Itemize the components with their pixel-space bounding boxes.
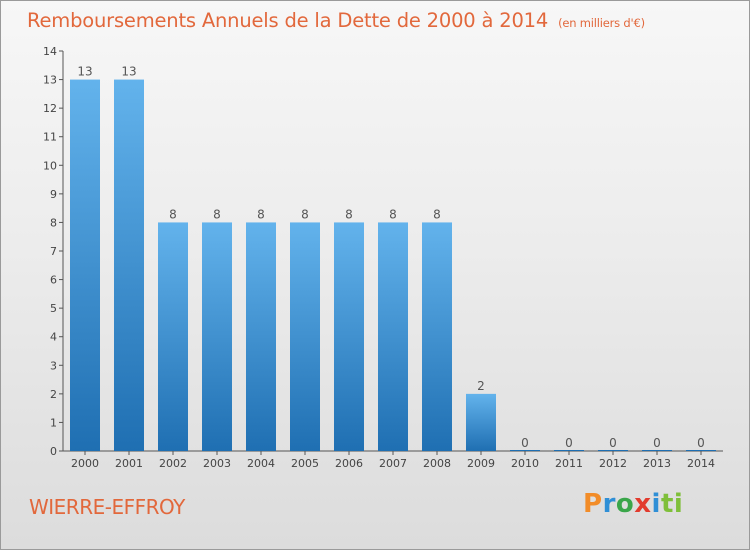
x-tick-label: 2006 [335,457,363,470]
data-label: 0 [653,436,661,450]
logo-letter: i [651,489,661,519]
data-label: 8 [257,207,265,221]
bar [202,222,232,451]
proxiti-logo: Proxiti [583,489,683,519]
chart-title: Remboursements Annuels de la Dette de 20… [27,9,645,32]
y-tick-label: 8 [50,216,57,229]
x-tick-label: 2009 [467,457,495,470]
bar [334,222,364,451]
logo-letter: P [583,489,603,519]
x-tick-label: 2007 [379,457,407,470]
bar [246,222,276,451]
data-label: 13 [77,65,92,79]
logo-letter: t [660,489,674,519]
y-tick-label: 13 [43,74,57,87]
x-tick-label: 2011 [555,457,583,470]
bar [70,79,100,452]
x-tick-label: 2013 [643,457,671,470]
chart-unit: (en milliers d'€) [558,16,645,30]
x-tick-label: 2002 [159,457,187,470]
y-tick-label: 3 [50,359,57,372]
x-tick-label: 2014 [687,457,715,470]
data-labels: 13 13 8 8 8 8 8 8 8 2 0 0 0 0 0 [77,65,704,450]
x-tick-label: 2012 [599,457,627,470]
data-label: 8 [169,207,177,221]
data-label: 8 [213,207,221,221]
x-tick-label: 2000 [71,457,99,470]
y-tick-label: 10 [43,159,57,172]
y-tick-label: 7 [50,245,57,258]
logo-letter: r [602,489,616,519]
data-label: 0 [609,436,617,450]
y-tick-label: 14 [43,45,57,58]
y-tick-label: 12 [43,102,57,115]
bar [290,222,320,451]
bars [70,79,716,452]
data-label: 2 [477,379,485,393]
data-label: 8 [433,207,441,221]
y-tick-label: 2 [50,388,57,401]
y-tick-label: 0 [50,445,57,458]
x-tick-label: 2008 [423,457,451,470]
data-label: 8 [345,207,353,221]
data-label: 8 [389,207,397,221]
y-tick-label: 1 [50,416,57,429]
bar [466,393,496,451]
logo-letter: i [673,489,684,519]
x-tick-label: 2005 [291,457,319,470]
y-tick-label: 11 [43,131,57,144]
data-label: 0 [565,436,573,450]
x-tick-label: 2001 [115,457,143,470]
y-tick-label: 6 [50,274,57,287]
data-label: 13 [121,65,136,79]
data-label: 0 [697,436,705,450]
data-label: 8 [301,207,309,221]
x-tick-label: 2003 [203,457,231,470]
bar [158,222,188,451]
bar [114,79,144,452]
y-tick-label: 5 [50,302,57,315]
bar [422,222,452,451]
bar [378,222,408,451]
x-tick-label: 2010 [511,457,539,470]
y-tick-label: 4 [50,331,57,344]
town-name: WIERRE-EFFROY [29,495,185,519]
logo-letter: x [634,489,652,519]
data-label: 0 [521,436,529,450]
logo-letter: o [615,489,635,519]
y-tick-label: 9 [50,188,57,201]
x-tick-label: 2004 [247,457,275,470]
chart-title-text: Remboursements Annuels de la Dette de 20… [27,9,549,32]
